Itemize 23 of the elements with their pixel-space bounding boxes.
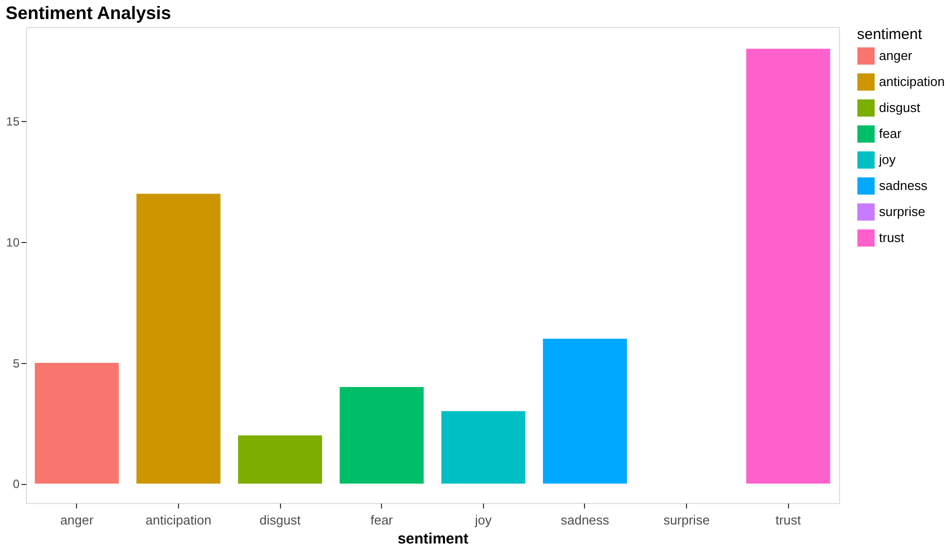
- legend-label: disgust: [879, 100, 921, 115]
- legend-label: surprise: [879, 204, 926, 219]
- y-tick-label: 0: [12, 477, 20, 492]
- x-tick-label: surprise: [663, 512, 710, 528]
- x-tick-label: anticipation: [146, 512, 212, 528]
- legend-label: anger: [879, 48, 913, 63]
- x-tick-label: joy: [474, 512, 492, 528]
- x-tick-label: trust: [776, 512, 802, 528]
- x-axis-title: sentiment: [398, 530, 468, 548]
- legend-label: fear: [879, 126, 902, 141]
- legend-label: joy: [878, 152, 896, 167]
- chart-title: Sentiment Analysis: [6, 3, 172, 23]
- y-tick-label: 15: [6, 114, 20, 129]
- legend-label: trust: [879, 230, 905, 245]
- legend-label: sadness: [879, 178, 928, 193]
- x-tick-label: sadness: [560, 512, 610, 528]
- x-tick-label: disgust: [259, 512, 302, 528]
- y-tick-label: 5: [12, 356, 20, 370]
- x-tick-label: anger: [60, 512, 94, 528]
- y-tick-label: 10: [6, 236, 20, 250]
- legend-label: anticipation: [879, 74, 945, 89]
- x-tick-label: fear: [370, 512, 394, 528]
- legend-title: sentiment: [857, 26, 923, 43]
